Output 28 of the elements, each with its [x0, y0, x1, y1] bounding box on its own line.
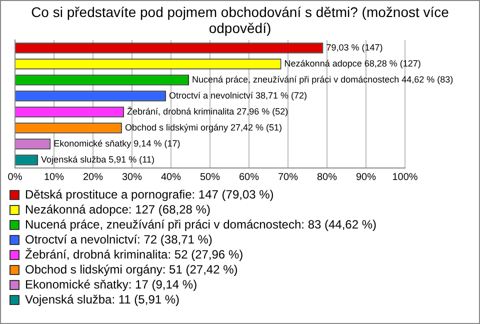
x-tick-label: 40%	[160, 172, 182, 183]
data-label: Obchod s lidskými orgány 27,42 % (51)	[124, 122, 282, 132]
x-tick-label: 50%	[200, 172, 220, 183]
x-tick-label: 10%	[44, 172, 64, 183]
data-label: Žebrání, drobná kriminalita 27,96 % (52)	[127, 106, 288, 116]
legend-label: Obchod s lidskými orgány: 51 (27,42 %)	[25, 262, 238, 276]
data-label: Nezákonná adopce 68,28 % (127)	[284, 58, 421, 68]
data-label: Ekonomické sňatky 9,14 % (17)	[54, 138, 180, 148]
data-label: Otroctví a nevolnictví 38,71 % (72)	[168, 90, 308, 100]
x-tick-label: 80%	[316, 172, 338, 183]
data-label: 79,03 % (147)	[326, 42, 383, 52]
legend-label: Žebrání, drobná kriminalita: 52 (27,96 %)	[25, 247, 244, 262]
x-tick-label: 20%	[82, 172, 104, 183]
data-label: Vojenská služba 5,91 % (11)	[41, 154, 154, 164]
legend-label: Nezákonná adopce: 127 (68,28 %)	[25, 202, 210, 216]
x-tick-label: 100%	[392, 172, 418, 183]
legend-label: Nucená práce, zneužívání při práci v domácnostech: 83 (44,62 %)	[25, 217, 377, 232]
x-tick-label: 30%	[122, 172, 142, 183]
legend-label: Ekonomické sňatky: 17 (9,14 %)	[25, 277, 198, 292]
x-tick-label: 0%	[8, 172, 22, 183]
data-label: Nucená práce, zneužívání při práci v domácnostech 44,62 % (83)	[192, 74, 454, 84]
x-tick-label: 60%	[238, 172, 260, 183]
legend-label: Dětská prostituce a pornografie: 147 (79,03 %)	[25, 187, 274, 202]
x-tick-label: 70%	[278, 172, 298, 183]
chart-title: Co si představíte pod pojmem obchodování s dětmi? (možnost více odpovědí)	[30, 3, 450, 38]
x-tick-label: 90%	[356, 172, 376, 183]
legend-label: Vojenská služba: 11 (5,91 %)	[25, 292, 180, 306]
legend-label: Otroctví a nevolnictví: 72 (38,71 %)	[25, 232, 212, 246]
